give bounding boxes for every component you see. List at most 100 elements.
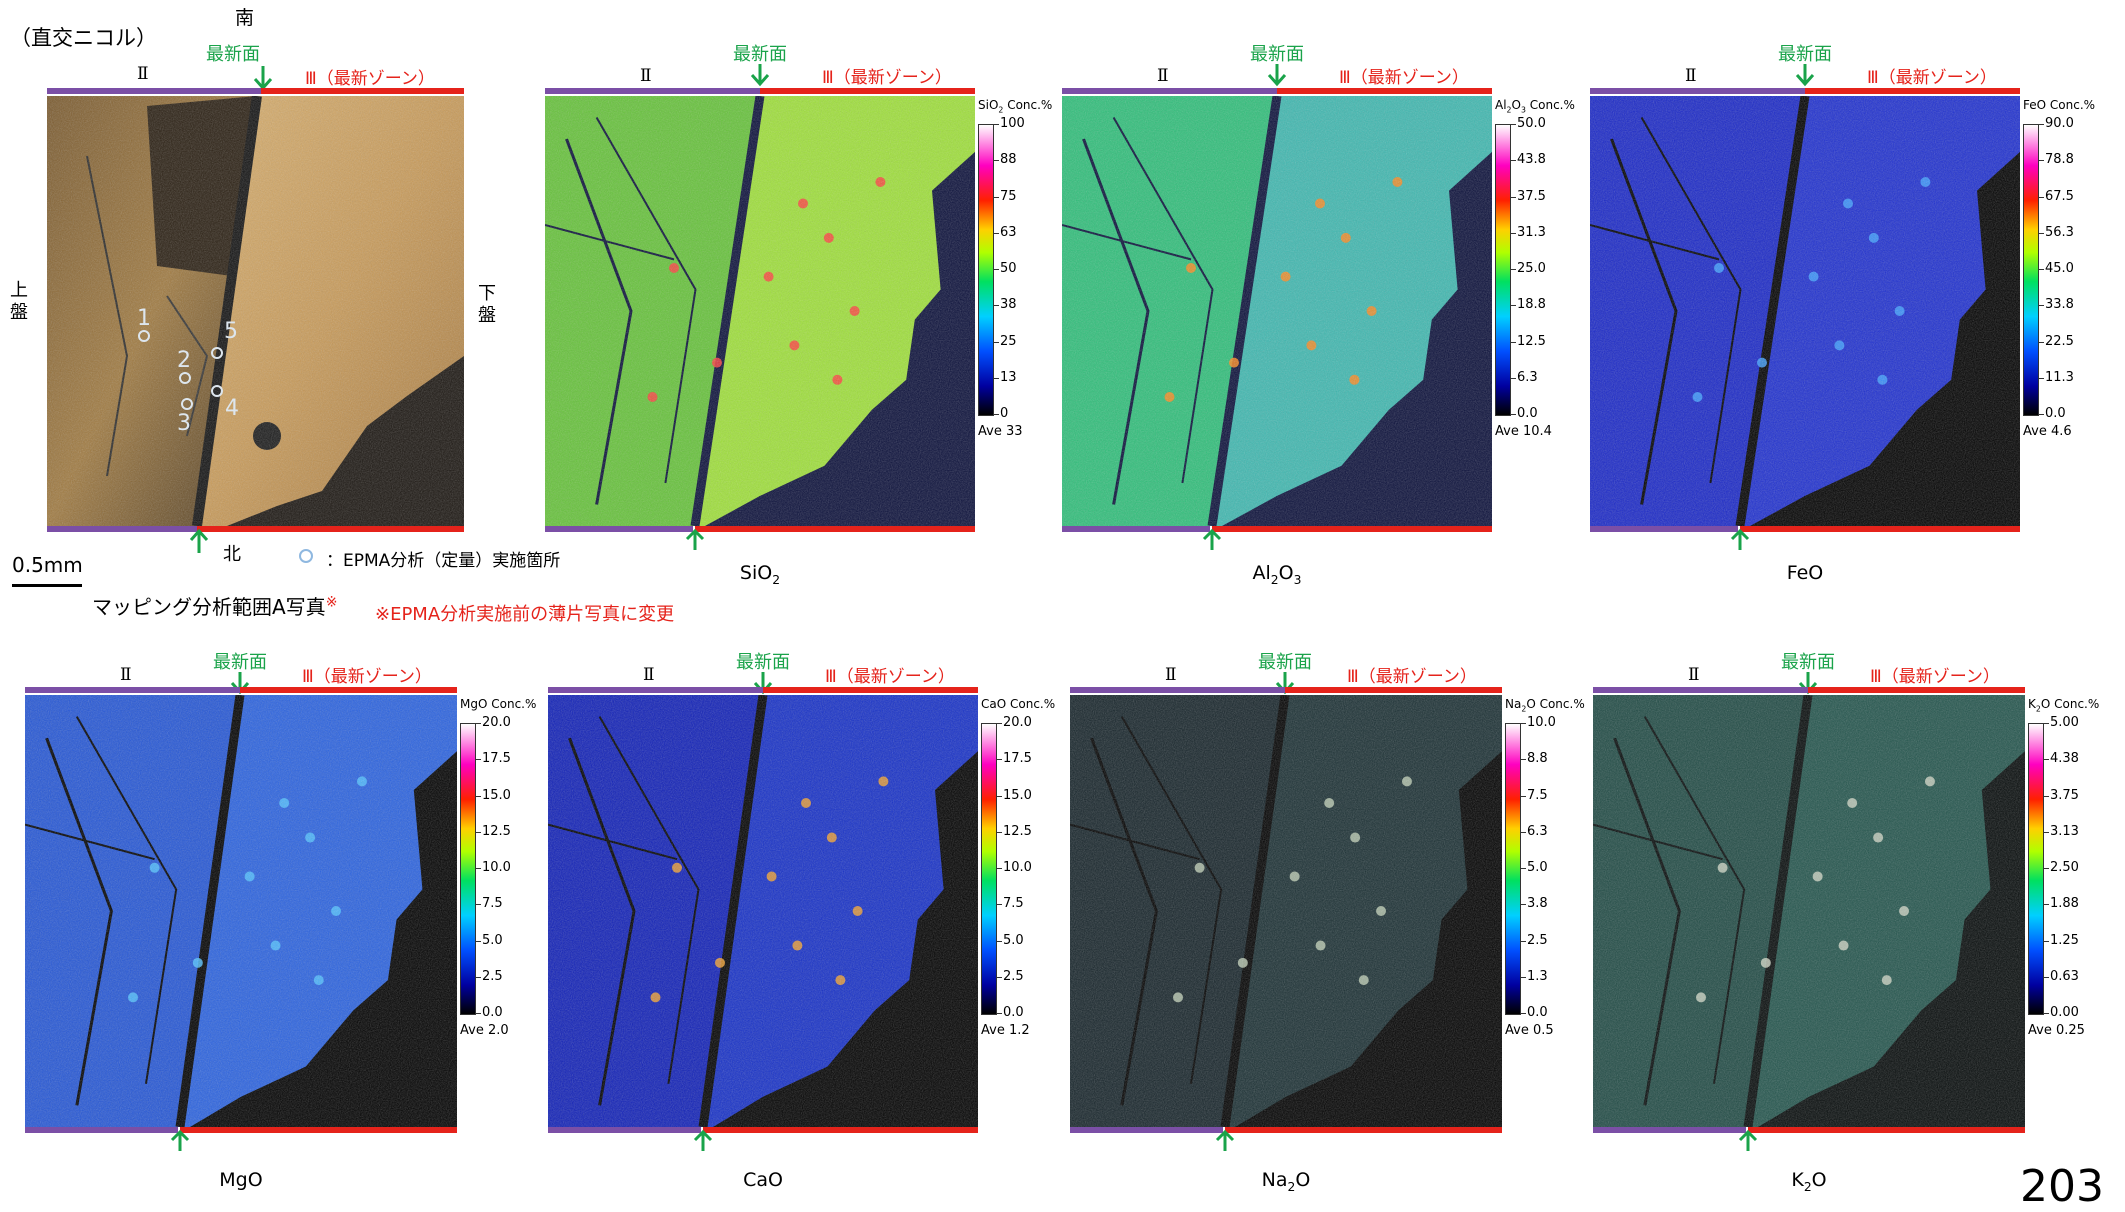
upper-wall-char-1: 上: [10, 280, 28, 301]
zone3-bar-top: [763, 687, 978, 693]
colorbar-tick-mark: [1511, 124, 1516, 125]
scale-bar-label: 0.5mm: [12, 553, 83, 577]
cb-main: FeO: [2023, 98, 2047, 112]
colorbar-tick-mark: [2039, 377, 2044, 379]
colorbar-tick-label: 0.0: [482, 1005, 503, 1020]
zone2-label: Ⅱ: [1157, 66, 1169, 86]
colorbar-tick-mark: [1511, 160, 1516, 162]
colorbar-tick-label: 17.5: [1003, 751, 1032, 767]
colorbar-tick-label: 45.0: [2045, 261, 2074, 276]
upper-wall-char-2: 盤: [10, 302, 28, 323]
colorbar-tick-mark: [476, 904, 481, 906]
caption-sub: 2: [1803, 1179, 1812, 1194]
colorbar-unit: Conc.%: [2046, 98, 2096, 112]
colorbar-tick-label: 6.3: [1527, 823, 1548, 839]
map-caption: MgO: [219, 1169, 262, 1191]
zone2-label: Ⅱ: [640, 66, 652, 86]
zone3-label: Ⅲ（最新ゾーン）: [302, 667, 432, 687]
colorbar-tick-mark: [1521, 868, 1526, 869]
colorbar-tick-label: 20.0: [1003, 715, 1032, 730]
zone3-bar-top: [760, 88, 975, 94]
upper-wall-label: 上 盤: [10, 280, 28, 324]
colorbar-tick-label: 0.0: [2045, 406, 2066, 421]
average-value: Ave 0.5: [1505, 1023, 1554, 1038]
zone3-label: Ⅲ（最新ゾーン）: [305, 69, 435, 89]
caption-main: CaO: [743, 1169, 783, 1191]
zone2-bar-bottom: [545, 526, 693, 532]
colorbar-tick-label: 43.8: [1517, 152, 1546, 168]
colorbar-tick-mark: [2039, 160, 2044, 162]
colorbar-tick-mark: [2039, 305, 2044, 307]
colorbar: [2023, 124, 2039, 416]
zone2-bar-bottom: [548, 1127, 701, 1133]
colorbar-tick-label: 7.5: [1527, 787, 1548, 803]
colorbar-tick-label: 13: [1000, 369, 1017, 385]
cb-main2: O: [1511, 98, 1521, 112]
colorbar-tick-mark: [1521, 723, 1526, 724]
caption-main: FeO: [1786, 562, 1824, 584]
colorbar-tick-mark: [994, 305, 999, 307]
crossed-nicols-label: （直交ニコル）: [10, 26, 157, 50]
colorbar-tick-label: 1.25: [2050, 932, 2079, 948]
colorbar-tick-mark: [997, 831, 1002, 833]
colorbar-tick-label: 0: [1000, 406, 1009, 421]
colorbar-tick-mark: [2044, 831, 2049, 833]
newest-plane-label: 最新面: [733, 44, 787, 65]
cb-main: K: [2028, 697, 2036, 711]
colorbar-tick-label: 0.0: [1527, 1005, 1548, 1020]
colorbar-tick-mark: [476, 868, 481, 869]
lower-wall-char-2: 盤: [478, 305, 496, 326]
colorbar-title: K2O Conc.%: [2028, 697, 2099, 713]
colorbar-tick-mark: [1511, 196, 1516, 198]
colorbar-tick-mark: [994, 160, 999, 162]
colorbar-tick-label: 2.5: [482, 968, 503, 984]
colorbar-unit: Conc.%: [1525, 98, 1575, 112]
colorbar-tick-mark: [994, 124, 999, 125]
zone3-bar-top: [1277, 88, 1492, 94]
colorbar-tick-label: 50.0: [1517, 116, 1546, 131]
element-map-mgo: [25, 695, 457, 1127]
zone3-bar-bottom: [1740, 526, 2020, 532]
colorbar-tick-label: 3.8: [1527, 896, 1548, 912]
colorbar-title: SiO2 Conc.%: [978, 98, 1052, 114]
colorbar-tick-mark: [994, 414, 999, 415]
colorbar-tick-mark: [1521, 795, 1526, 797]
zone2-bar-top: [1062, 88, 1277, 94]
zone3-bar-bottom: [1225, 1127, 1502, 1133]
colorbar: [1505, 723, 1521, 1015]
colorbar-tick-label: 1.88: [2050, 896, 2079, 912]
colorbar-tick-label: 12.5: [1003, 823, 1032, 839]
newest-plane-label: 最新面: [213, 652, 267, 673]
colorbar-tick-label: 20.0: [482, 715, 511, 730]
newest-plane-label: 最新面: [206, 44, 260, 65]
cb-main: CaO: [981, 697, 1007, 711]
zone3-bar-top: [1808, 687, 2025, 693]
zone2-bar-top: [548, 687, 763, 693]
colorbar: [2028, 723, 2044, 1015]
zone3-label: Ⅲ（最新ゾーン）: [825, 667, 955, 687]
colorbar-unit: Conc.%: [1003, 98, 1053, 112]
colorbar-tick-mark: [997, 904, 1002, 906]
colorbar-tick-mark: [997, 723, 1002, 724]
colorbar-tick-label: 8.8: [1527, 751, 1548, 767]
colorbar-tick-mark: [2039, 232, 2044, 234]
colorbar-tick-mark: [997, 1013, 1002, 1014]
colorbar-tick-mark: [476, 1013, 481, 1014]
colorbar-tick-mark: [2039, 341, 2044, 343]
zone2-bar-top: [1070, 687, 1285, 693]
caption-main: K: [1791, 1169, 1804, 1191]
zone2-label: Ⅱ: [1685, 66, 1697, 86]
colorbar-tick-label: 15.0: [1003, 787, 1032, 803]
element-map-cao: [548, 695, 978, 1127]
colorbar-unit: Conc.%: [1535, 697, 1585, 711]
colorbar-tick-label: 90.0: [2045, 116, 2074, 131]
zone2-label: Ⅱ: [643, 665, 655, 685]
colorbar-tick-label: 2.5: [1527, 932, 1548, 948]
average-value: Ave 1.2: [981, 1023, 1030, 1038]
map-caption: CaO: [743, 1169, 783, 1191]
point-1-label: 1: [137, 306, 151, 331]
colorbar-tick-mark: [997, 795, 1002, 797]
colorbar-tick-mark: [1511, 414, 1516, 415]
newest-plane-label: 最新面: [736, 652, 790, 673]
cb-main2: O: [2040, 697, 2051, 711]
